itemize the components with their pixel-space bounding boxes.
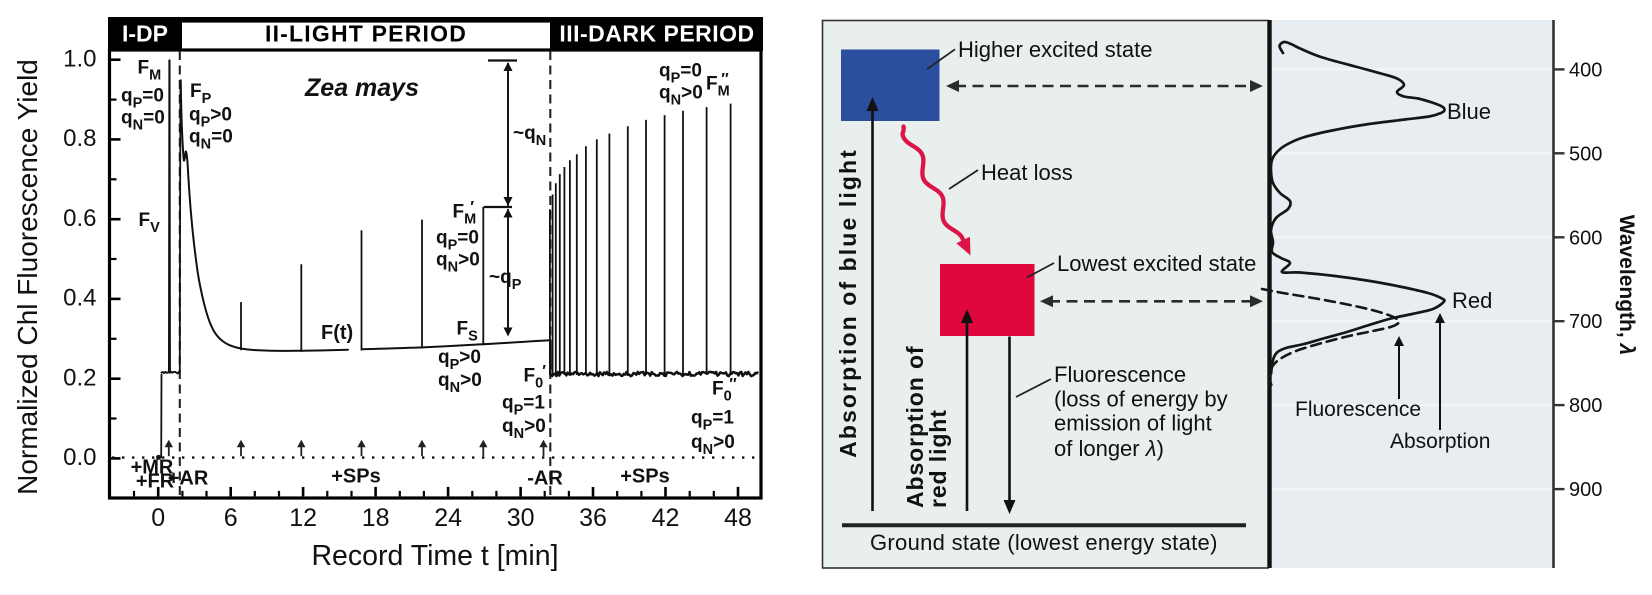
svg-text:FM′: FM′ (453, 199, 477, 228)
svg-text:emission of light: emission of light (1054, 411, 1212, 436)
svg-text:(loss of energy by: (loss of energy by (1054, 387, 1228, 412)
svg-text:0.4: 0.4 (63, 285, 96, 312)
svg-text:FV: FV (139, 210, 161, 236)
svg-text:Zea mays: Zea mays (304, 74, 419, 102)
svg-text:qN=0: qN=0 (121, 108, 165, 134)
svg-text:12: 12 (289, 504, 317, 532)
svg-text:42: 42 (652, 504, 680, 532)
svg-text:of longer λ): of longer λ) (1054, 436, 1164, 461)
svg-text:Absorption of: Absorption of (902, 346, 928, 508)
svg-text:Wavelength, λ: Wavelength, λ (1615, 215, 1638, 355)
svg-text:400: 400 (1569, 59, 1602, 81)
svg-text:~qN: ~qN (513, 123, 546, 149)
svg-text:F0′: F0′ (524, 363, 547, 392)
svg-text:Ground state (lowest energy st: Ground state (lowest energy state) (870, 530, 1218, 555)
svg-text:qN>0: qN>0 (659, 83, 703, 109)
svg-text:Lowest excited state: Lowest excited state (1057, 251, 1256, 276)
svg-text:18: 18 (362, 504, 390, 532)
svg-text:qP=1: qP=1 (691, 408, 734, 434)
svg-text:+SPs: +SPs (620, 466, 669, 488)
svg-text:Record Time t [min]: Record Time t [min] (311, 540, 558, 572)
svg-text:FP: FP (190, 81, 212, 107)
svg-text:FM″: FM″ (706, 71, 730, 100)
svg-text:0.6: 0.6 (63, 205, 96, 232)
svg-text:+SPs: +SPs (331, 466, 380, 488)
svg-text:Absorption: Absorption (1390, 430, 1490, 453)
svg-text:Red: Red (1452, 288, 1492, 313)
svg-text:F0″: F0″ (712, 376, 737, 405)
svg-text:6: 6 (224, 504, 238, 532)
svg-text:500: 500 (1569, 143, 1602, 165)
svg-text:qN>0: qN>0 (436, 250, 480, 276)
svg-text:+AR: +AR (168, 468, 209, 490)
svg-text:~qP: ~qP (489, 267, 522, 293)
svg-text:qN>0: qN>0 (691, 432, 735, 458)
svg-text:30: 30 (507, 504, 535, 532)
svg-text:I-DP: I-DP (122, 21, 168, 47)
svg-text:red light: red light (925, 409, 951, 508)
svg-text:Fluorescence: Fluorescence (1295, 398, 1421, 421)
svg-text:Normalized Chl Fluorescence Yi: Normalized Chl Fluorescence Yield (12, 59, 43, 495)
svg-text:0.2: 0.2 (63, 364, 96, 391)
svg-text:+FR: +FR (136, 471, 175, 493)
svg-text:F(t): F(t) (321, 322, 353, 344)
svg-text:24: 24 (434, 504, 462, 532)
svg-text:II-LIGHT PERIOD: II-LIGHT PERIOD (265, 21, 467, 47)
svg-text:+MR: +MR (131, 457, 174, 479)
svg-text:qP=1: qP=1 (502, 393, 545, 419)
svg-text:900: 900 (1569, 479, 1602, 501)
svg-text:FM: FM (138, 57, 162, 83)
svg-text:0.0: 0.0 (63, 444, 96, 471)
svg-text:FS: FS (457, 319, 479, 345)
svg-text:Absorption of blue light: Absorption of blue light (835, 148, 861, 458)
svg-text:Higher excited state: Higher excited state (958, 37, 1152, 62)
svg-text:Heat loss: Heat loss (981, 160, 1073, 185)
svg-text:III-DARK PERIOD: III-DARK PERIOD (559, 21, 754, 47)
svg-text:700: 700 (1569, 311, 1602, 333)
svg-text:-AR: -AR (527, 468, 563, 490)
svg-text:600: 600 (1569, 227, 1602, 249)
svg-text:0: 0 (151, 504, 165, 532)
svg-text:36: 36 (579, 504, 607, 532)
svg-text:48: 48 (724, 504, 752, 532)
svg-text:Blue: Blue (1447, 99, 1491, 124)
svg-text:qN>0: qN>0 (502, 416, 546, 442)
svg-text:qN>0: qN>0 (438, 370, 482, 396)
svg-text:qN=0: qN=0 (189, 127, 233, 153)
svg-text:800: 800 (1569, 395, 1602, 417)
svg-text:1.0: 1.0 (63, 45, 96, 72)
svg-text:0.8: 0.8 (63, 125, 96, 152)
svg-text:Fluorescence: Fluorescence (1054, 362, 1186, 387)
